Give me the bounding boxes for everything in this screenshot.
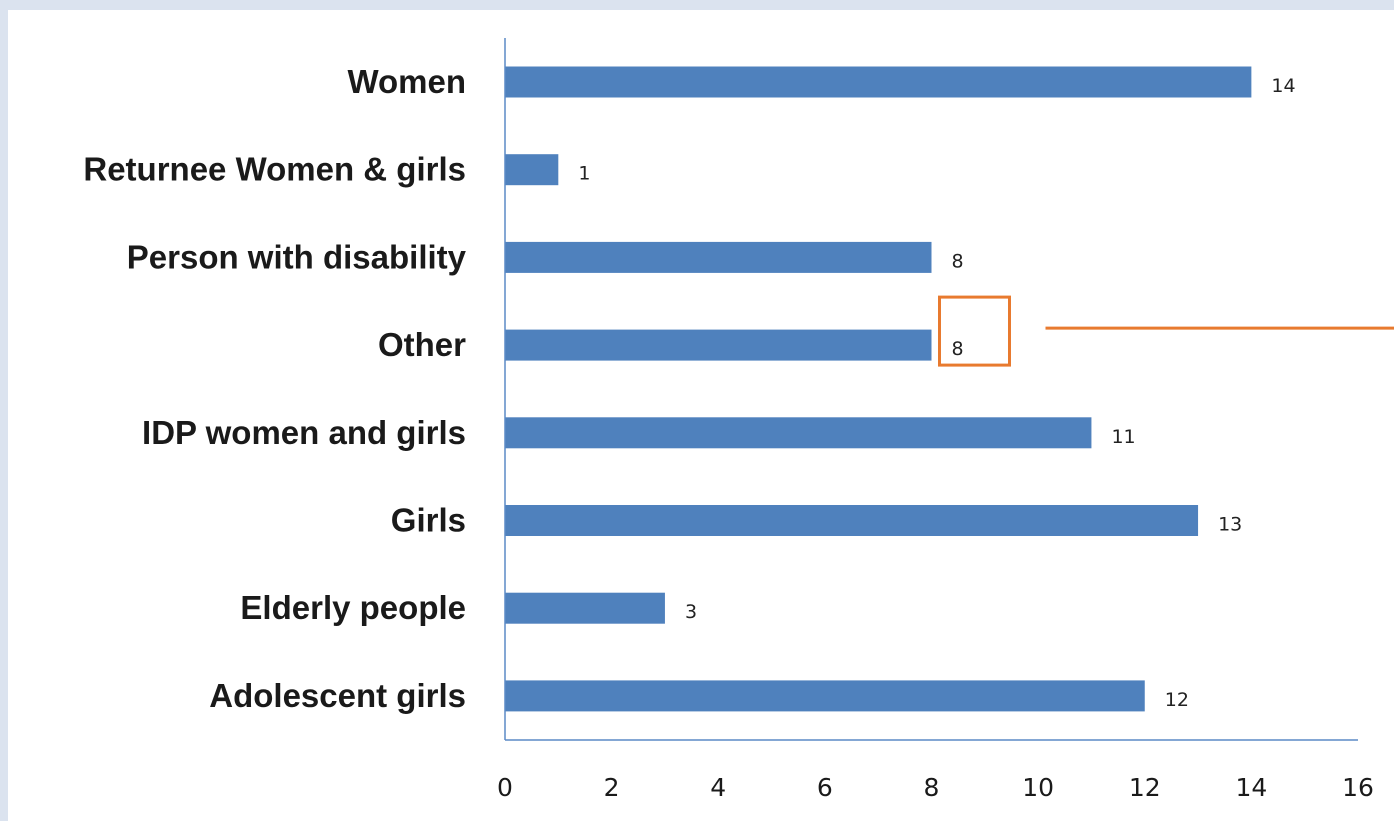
value-label-other: 8: [952, 338, 964, 360]
category-label-idp-women-and-girls: IDP women and girls: [142, 414, 466, 451]
category-label-women: Women: [347, 63, 466, 100]
value-label-person-with-disability: 8: [952, 250, 964, 272]
bar-girls: [505, 505, 1199, 536]
category-label-other: Other: [378, 326, 466, 363]
value-label-idp-women-and-girls: 11: [1111, 426, 1135, 448]
x-tick-label-8: 8: [924, 773, 940, 802]
bar-other: [505, 329, 932, 361]
bars-layer: [505, 66, 1252, 712]
value-label-women: 14: [1271, 75, 1295, 97]
value-label-adolescent-girls: 12: [1165, 689, 1189, 711]
axes-layer: 0 2 4 6 8 10 12 14 16: [497, 38, 1374, 802]
highlight-layer: [938, 295, 1394, 367]
category-label-person-with-disability: Person with disability: [127, 238, 467, 275]
category-label-elderly-people: Elderly people: [240, 589, 466, 626]
bar-women: [505, 66, 1252, 98]
bar-adolescent-girls: [505, 680, 1145, 712]
value-label-elderly-people: 3: [685, 601, 697, 623]
value-label-returnee-women-and-girls: 1: [578, 163, 590, 185]
category-label-returnee-women-and-girls: Returnee Women & girls: [83, 151, 466, 188]
x-tick-label-12: 12: [1129, 773, 1161, 802]
x-tick-label-0: 0: [497, 773, 513, 802]
bar-returnee-women-and-girls: [505, 154, 559, 186]
highlight-box: [938, 295, 1011, 367]
x-tick-label-6: 6: [817, 773, 833, 802]
category-label-adolescent-girls: Adolescent girls: [209, 677, 466, 714]
x-tick-label-14: 14: [1235, 773, 1267, 802]
chart-frame: 0 2 4 6 8 10 12 14 16 Women 14 Returnee Women & gi…: [8, 10, 1394, 821]
x-tick-label-10: 10: [1022, 773, 1054, 802]
x-tick-label-4: 4: [710, 773, 726, 802]
labels-layer: Women 14 Returnee Women & girls 1 Person wit…: [83, 63, 1295, 714]
bar-person-with-disability: [505, 241, 932, 273]
x-tick-label-2: 2: [604, 773, 620, 802]
bar-chart: 0 2 4 6 8 10 12 14 16 Women 14 Returnee Women & gi…: [83, 38, 1394, 802]
category-label-girls: Girls: [391, 502, 466, 539]
x-tick-label-16: 16: [1342, 773, 1374, 802]
bar-elderly-people: [505, 592, 665, 624]
value-label-girls: 13: [1218, 514, 1242, 536]
bar-idp-women-and-girls: [505, 417, 1092, 449]
